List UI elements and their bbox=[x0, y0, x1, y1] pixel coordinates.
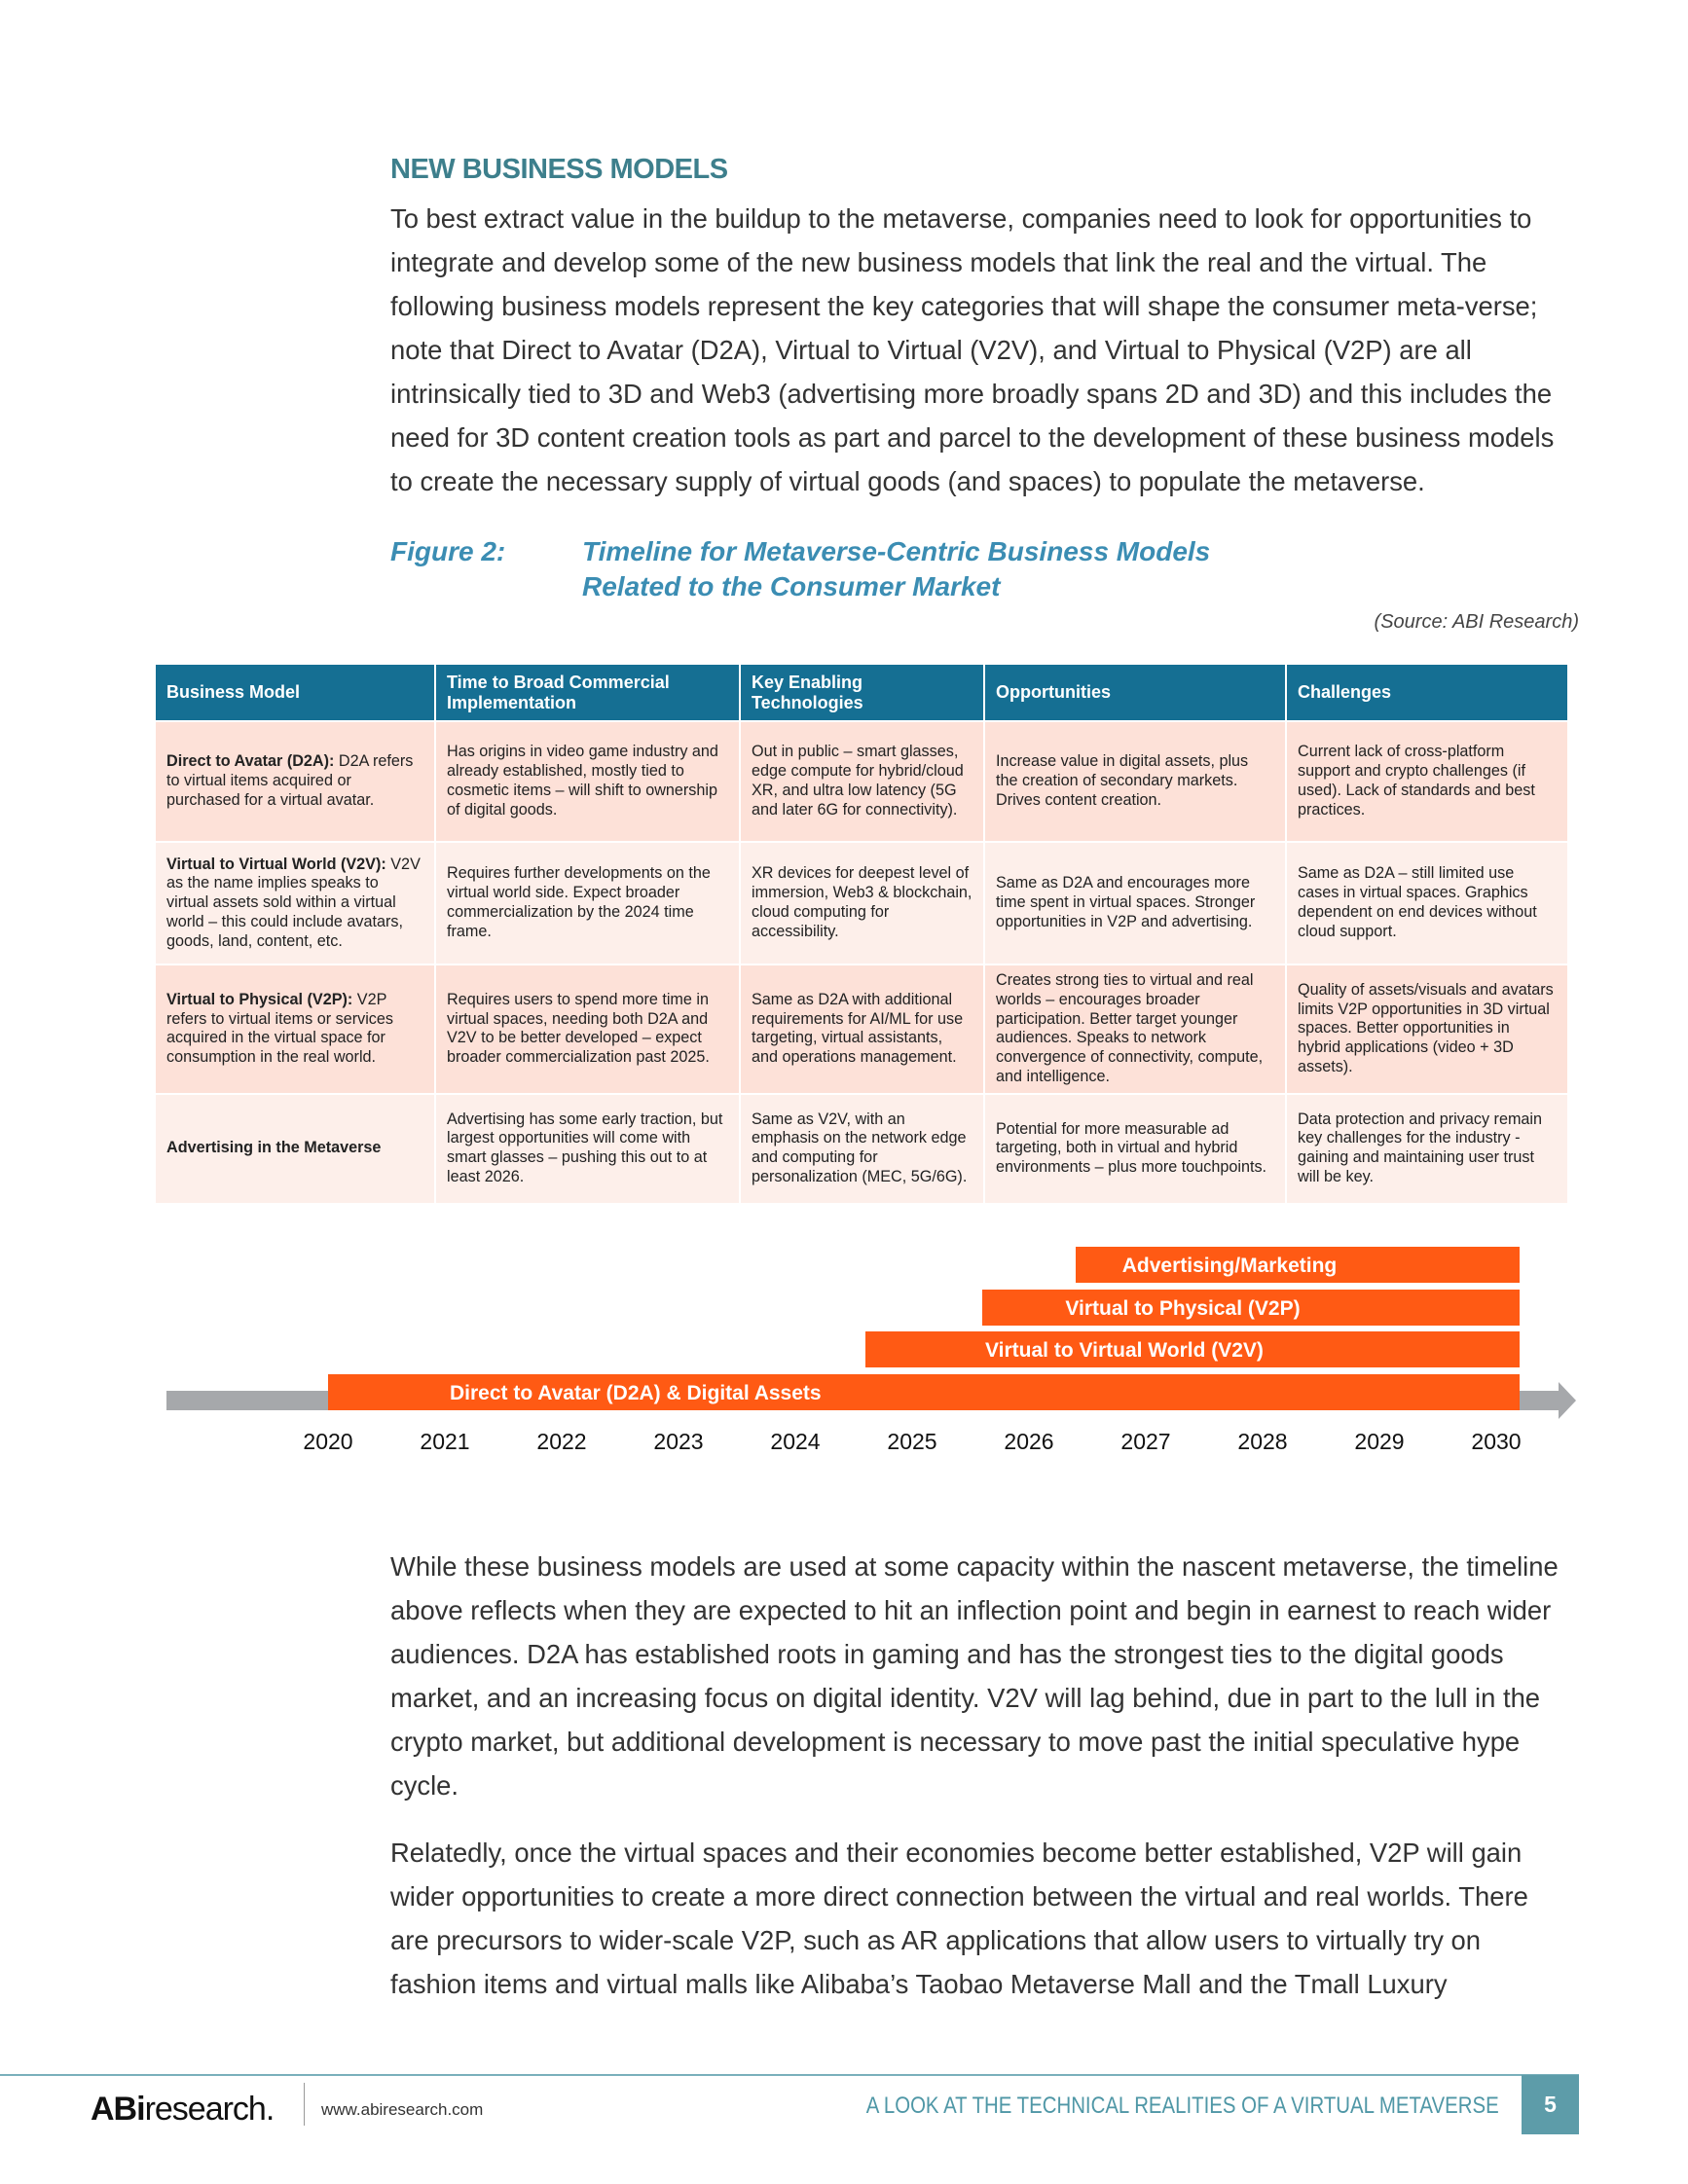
figure-title-line: Related to the Consumer Market bbox=[582, 571, 1001, 601]
cell: Data protection and privacy remain key c… bbox=[1286, 1092, 1569, 1203]
header-cell: Time to Broad Commercial Implementation bbox=[435, 665, 741, 721]
cell: Quality of assets/visuals and avatars li… bbox=[1286, 964, 1569, 1094]
header-cell: Business Model bbox=[156, 665, 436, 721]
cell: Requires further developments on the vir… bbox=[435, 841, 741, 965]
table: Business Model Time to Broad Commercial I… bbox=[156, 665, 1569, 1203]
figure-title-line: Timeline for Metaverse-Centric Business … bbox=[582, 536, 1211, 566]
cell: Same as D2A with additional requirements… bbox=[740, 964, 985, 1094]
cell: Advertising in the Metaverse bbox=[156, 1092, 436, 1203]
intro-paragraph: To best extract value in the buildup to … bbox=[390, 203, 1555, 496]
cell: Virtual to Physical (V2P): V2P refers to… bbox=[156, 964, 436, 1094]
cell: Creates strong ties to virtual and real … bbox=[984, 964, 1287, 1094]
cell: Direct to Avatar (D2A): D2A refers to vi… bbox=[156, 720, 436, 842]
figure-label: Figure 2: bbox=[390, 536, 506, 566]
footer-title: A LOOK AT THE TECHNICAL REALITIES OF A V… bbox=[866, 2093, 1499, 2119]
header-cell: Opportunities bbox=[984, 665, 1287, 721]
cell: Same as D2A and encourages more time spe… bbox=[984, 841, 1287, 965]
page-number: 5 bbox=[1522, 2075, 1579, 2134]
year-label: 2026 bbox=[1004, 1429, 1053, 1454]
bar-label: Virtual to Virtual World (V2V) bbox=[985, 1339, 1264, 1362]
cell: Increase value in digital assets, plus t… bbox=[984, 720, 1287, 842]
year-label: 2029 bbox=[1354, 1429, 1404, 1454]
cell: Virtual to Virtual World (V2V): V2V as t… bbox=[156, 841, 436, 965]
year-label: 2025 bbox=[887, 1429, 936, 1454]
cell: Has origins in video game industry and a… bbox=[435, 720, 741, 842]
header-row: Business Model Time to Broad Commercial I… bbox=[156, 665, 1569, 721]
year-label: 2022 bbox=[536, 1429, 586, 1454]
cell-text: D2A refers to virtual items acquired or … bbox=[166, 752, 414, 809]
table-row: Virtual to Physical (V2P): V2P refers to… bbox=[156, 964, 1569, 1094]
year-label: 2020 bbox=[303, 1429, 352, 1454]
figure-source: (Source: ABI Research) bbox=[1374, 611, 1579, 633]
footer-divider bbox=[304, 2083, 305, 2126]
logo-rest: research. bbox=[144, 2091, 275, 2128]
bar-label: Advertising/Marketing bbox=[1122, 1255, 1338, 1277]
figure-title: Timeline for Metaverse-Centric Business … bbox=[582, 534, 1210, 604]
body-paragraph: Relatedly, once the virtual spaces and t… bbox=[390, 1838, 1528, 1999]
year-label: 2028 bbox=[1237, 1429, 1287, 1454]
timeline-bar bbox=[328, 1374, 1520, 1410]
year-label: 2021 bbox=[420, 1429, 469, 1454]
header-cell: Key Enabling Technologies bbox=[740, 665, 985, 721]
cell-term: Direct to Avatar (D2A): bbox=[166, 752, 335, 771]
cell: Same as D2A – still limited use cases in… bbox=[1286, 841, 1569, 965]
body-paragraph: While these business models are used at … bbox=[390, 1551, 1559, 1801]
timeline: 2020 2021 2022 2023 2024 2025 2026 2027 2028 2029… bbox=[166, 1247, 1576, 1454]
year-label: 2027 bbox=[1120, 1429, 1170, 1454]
cell: XR devices for deepest level of immersio… bbox=[740, 841, 985, 965]
heading: NEW BUSINESS MODELS bbox=[390, 154, 728, 185]
footer-rule bbox=[0, 2074, 1579, 2076]
logo-bold: ABi bbox=[91, 2091, 146, 2128]
bar-label: Direct to Avatar (D2A) & Digital Assets bbox=[450, 1382, 822, 1404]
timeline-bar bbox=[982, 1290, 1520, 1326]
cell: Out in public – smart glasses, edge comp… bbox=[740, 720, 985, 842]
cell: Potential for more measurable ad targeti… bbox=[984, 1092, 1287, 1203]
cell-term: Virtual to Virtual World (V2V): bbox=[166, 855, 386, 873]
table-row: Advertising in the Metaverse Advertising … bbox=[156, 1092, 1569, 1203]
timeline-bar bbox=[865, 1331, 1520, 1367]
cell-text: V2V as the name implies speaks to virtua… bbox=[166, 855, 421, 950]
year-label: 2024 bbox=[770, 1429, 820, 1454]
cell: Same as V2V, with an emphasis on the net… bbox=[740, 1092, 985, 1203]
table-row: Direct to Avatar (D2A): D2A refers to vi… bbox=[156, 720, 1569, 842]
year-label: 2023 bbox=[653, 1429, 703, 1454]
timeline-bar bbox=[1076, 1247, 1520, 1283]
logo: ABiresearch. bbox=[91, 2091, 275, 2129]
header-cell: Challenges bbox=[1286, 665, 1569, 721]
footer-url: www.abiresearch.com bbox=[321, 2100, 484, 2119]
year-label: 2030 bbox=[1471, 1429, 1521, 1454]
cell: Requires users to spend more time in vir… bbox=[435, 964, 741, 1094]
cell: Current lack of cross-platform support a… bbox=[1286, 720, 1569, 842]
cell-text: V2P refers to virtual items or services … bbox=[166, 990, 393, 1067]
cell: Advertising has some early traction, but… bbox=[435, 1092, 741, 1203]
table-row: Virtual to Virtual World (V2V): V2V as t… bbox=[156, 841, 1569, 965]
cell-term: Advertising in the Metaverse bbox=[166, 1139, 382, 1157]
axis-arrow bbox=[1559, 1382, 1576, 1419]
bar-label: Virtual to Physical (V2P) bbox=[1065, 1297, 1300, 1320]
cell-term: Virtual to Physical (V2P): bbox=[166, 990, 353, 1008]
